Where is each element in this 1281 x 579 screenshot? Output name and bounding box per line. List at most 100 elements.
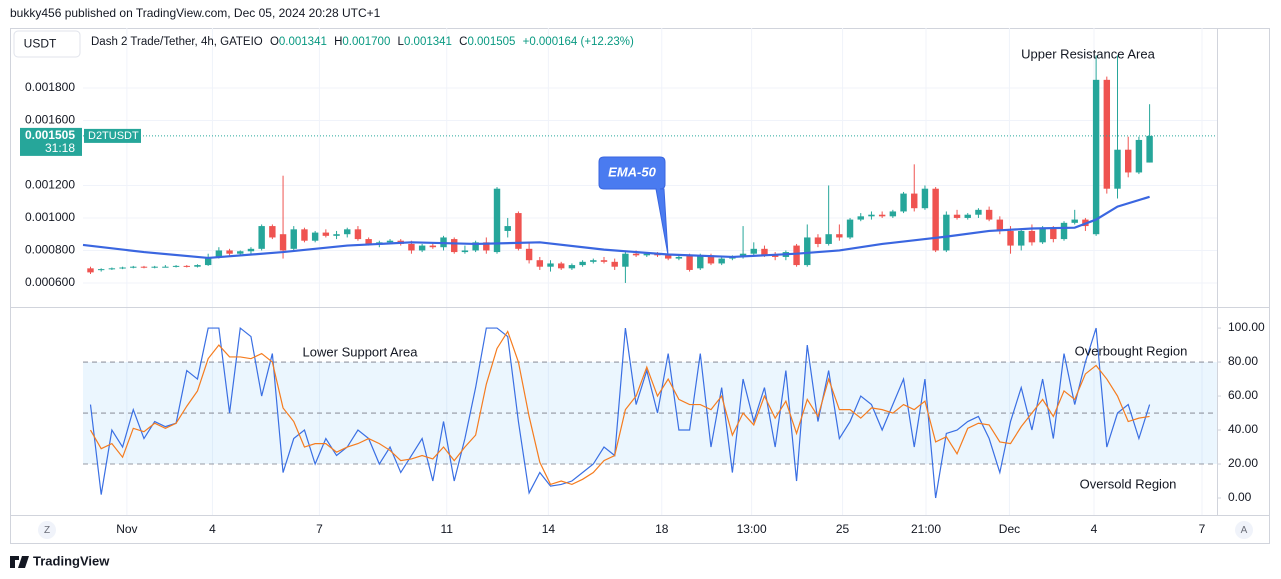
ema-callout-text: EMA-50 bbox=[608, 164, 656, 179]
candle-body bbox=[868, 214, 875, 217]
candle-body bbox=[1135, 139, 1143, 173]
candle-body bbox=[825, 234, 832, 244]
y-tick-label: 0.001800 bbox=[25, 80, 75, 94]
candle-body bbox=[461, 250, 469, 253]
candle-body bbox=[568, 265, 576, 269]
candle-body bbox=[1114, 149, 1121, 189]
stoch-line bbox=[89, 326, 1151, 499]
candle-body bbox=[290, 229, 297, 249]
candle-body bbox=[418, 245, 426, 251]
candle-body bbox=[900, 193, 907, 212]
currency-button[interactable] bbox=[13, 30, 81, 58]
candle-body bbox=[472, 242, 479, 251]
x-tick-label: 7 bbox=[316, 522, 323, 536]
brand-name: TradingView bbox=[33, 553, 110, 568]
candle-body bbox=[793, 245, 800, 266]
candle-body bbox=[600, 260, 608, 262]
candle-body bbox=[771, 255, 779, 257]
y-tick-label: 60.00 bbox=[1228, 388, 1258, 402]
last-price-label: 0.001505 bbox=[25, 128, 75, 142]
ohlc-value: 0.001505 bbox=[467, 36, 515, 48]
candle-body bbox=[493, 188, 501, 253]
y-tick-label: 20.00 bbox=[1228, 456, 1258, 470]
candle-body bbox=[130, 266, 137, 268]
candle-body bbox=[911, 193, 918, 209]
candle-body bbox=[836, 234, 843, 238]
candle-body bbox=[664, 255, 672, 259]
candle-body bbox=[579, 261, 586, 266]
y-tick-label: 0.000800 bbox=[25, 243, 75, 257]
candle-body bbox=[921, 188, 929, 209]
candle-body bbox=[172, 265, 180, 267]
x-tick-label: 11 bbox=[441, 522, 454, 536]
x-tick-label: 13:00 bbox=[737, 522, 767, 536]
candle-body bbox=[1018, 230, 1025, 246]
candle-body bbox=[504, 226, 511, 231]
candle-body bbox=[718, 258, 725, 264]
countdown: 31:18 bbox=[45, 141, 75, 155]
ohlc-key: O bbox=[270, 36, 279, 48]
symbol-title: Dash 2 Trade/Tether, 4h, GATEIO bbox=[91, 36, 263, 48]
x-tick-label: Nov bbox=[116, 522, 137, 536]
ohlc-value: 0.001341 bbox=[404, 36, 452, 48]
y-tick-label: 40.00 bbox=[1228, 422, 1258, 436]
candle-body bbox=[611, 261, 618, 267]
candle-body bbox=[483, 242, 490, 251]
y-tick-label: 0.001000 bbox=[25, 210, 75, 224]
candle-body bbox=[632, 253, 640, 256]
candle-body bbox=[707, 255, 715, 264]
annotation: Oversold Region bbox=[1080, 476, 1177, 491]
candle-body bbox=[590, 260, 597, 262]
candle-body bbox=[964, 214, 971, 218]
x-tick-label: 4 bbox=[209, 522, 216, 536]
candle-body bbox=[151, 266, 158, 268]
candle-body bbox=[247, 248, 255, 252]
currency-label: USDT bbox=[24, 37, 57, 51]
ohlc-value: 0.001700 bbox=[342, 36, 390, 48]
candle-body bbox=[1060, 222, 1068, 240]
ema-line bbox=[82, 195, 1150, 260]
auto-button[interactable] bbox=[1235, 521, 1253, 539]
candle-body bbox=[814, 237, 822, 244]
annotation: Overbought Region bbox=[1075, 343, 1188, 358]
y-tick-label: 80.00 bbox=[1228, 354, 1258, 368]
candle-body bbox=[322, 232, 330, 236]
candle-body bbox=[162, 266, 169, 268]
candle-body bbox=[975, 209, 982, 215]
candle-body bbox=[1103, 79, 1111, 189]
y-tick-label: 0.001200 bbox=[25, 178, 75, 192]
candle-body bbox=[269, 226, 276, 238]
candle-body bbox=[354, 229, 362, 240]
annotation: Lower Support Area bbox=[303, 344, 419, 359]
candle-body bbox=[525, 248, 533, 261]
candle-body bbox=[932, 188, 939, 251]
candle-body bbox=[333, 234, 340, 236]
candle-body bbox=[943, 214, 950, 251]
symbol-tag: D2TUSDT bbox=[88, 130, 139, 142]
candle-body bbox=[1007, 230, 1014, 246]
log-button[interactable] bbox=[38, 521, 56, 539]
candle-body bbox=[750, 248, 757, 254]
ema-callout-box bbox=[598, 156, 669, 256]
candle-body bbox=[686, 255, 693, 270]
legend-line: Dash 2 Trade/Tether, 4h, GATEIO O 0.00134… bbox=[91, 36, 634, 48]
candle-body bbox=[226, 250, 233, 254]
candle-body bbox=[953, 214, 961, 218]
candle-body bbox=[258, 226, 265, 249]
candle-body bbox=[97, 269, 105, 271]
candle-body bbox=[547, 263, 554, 267]
x-tick-label: 21:00 bbox=[911, 522, 941, 536]
x-tick-label: Dec bbox=[999, 522, 1020, 536]
candle-body bbox=[215, 250, 223, 257]
candle-body bbox=[194, 265, 201, 267]
candle-body bbox=[1092, 79, 1100, 235]
candle-body bbox=[237, 251, 244, 254]
candle-body bbox=[365, 239, 372, 244]
candle-body bbox=[1028, 230, 1036, 243]
candle-body bbox=[344, 229, 351, 235]
candle-body bbox=[985, 209, 993, 220]
candle-body bbox=[140, 266, 148, 268]
change: +0.000164 (+12.23%) bbox=[523, 36, 634, 48]
candle-body bbox=[386, 240, 394, 243]
